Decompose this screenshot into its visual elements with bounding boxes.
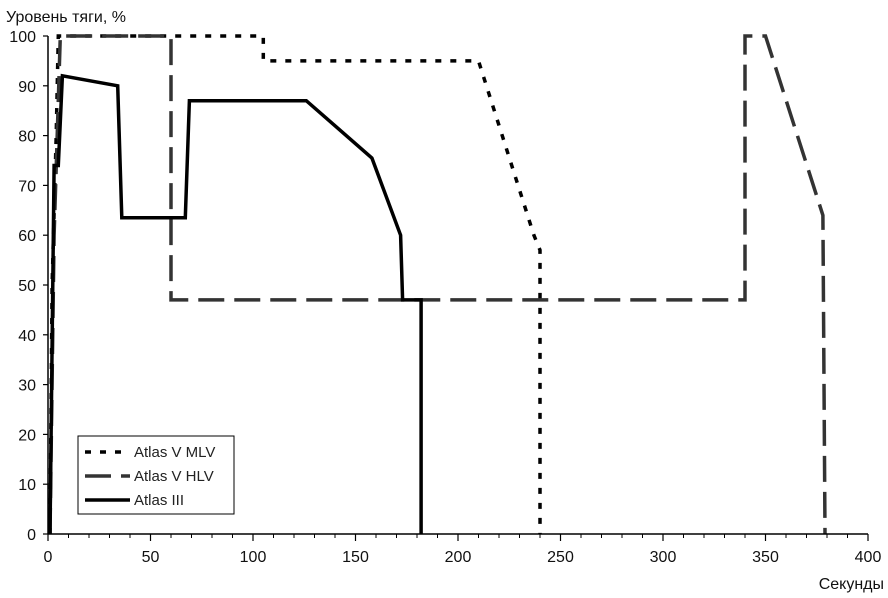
series-line-2 — [48, 73, 423, 535]
x-axis-title: Секунды — [819, 576, 884, 593]
y-tick-label: 0 — [27, 527, 36, 544]
y-tick-label: 90 — [18, 79, 36, 96]
y-tick-label: 50 — [18, 278, 36, 295]
y-tick-label: 80 — [18, 129, 36, 146]
legend: Atlas V MLV Atlas V HLV Atlas III — [77, 435, 235, 515]
y-tick-label: 30 — [18, 378, 36, 395]
legend-label: Atlas III — [134, 492, 184, 509]
series-layer — [48, 34, 827, 535]
series-line-1 — [48, 34, 827, 535]
x-tick-label: 150 — [342, 549, 369, 566]
x-tick-label: 300 — [650, 549, 677, 566]
x-tick-label: 350 — [752, 549, 779, 566]
y-tick-label: 10 — [18, 477, 36, 494]
y-tick-label: 60 — [18, 228, 36, 245]
y-tick-label: 40 — [18, 328, 36, 345]
x-tick-label: 400 — [855, 549, 882, 566]
y-tick-label: 20 — [18, 427, 36, 444]
legend-label: Atlas V HLV — [134, 468, 214, 485]
legend-label: Atlas V MLV — [134, 444, 215, 461]
axis-ticks: 0 50 100 150 200 250 300 350 400 0 10 20 30 40 50 60 70 8… — [9, 29, 881, 566]
y-axis-title: Уровень тяги, % — [6, 9, 126, 26]
x-tick-label: 250 — [547, 549, 574, 566]
y-tick-label: 100 — [9, 29, 36, 46]
x-tick-label: 50 — [142, 549, 160, 566]
y-tick-label: 70 — [18, 178, 36, 195]
x-tick-label: 100 — [240, 549, 267, 566]
x-tick-label: 200 — [445, 549, 472, 566]
x-tick-label: 0 — [44, 549, 53, 566]
